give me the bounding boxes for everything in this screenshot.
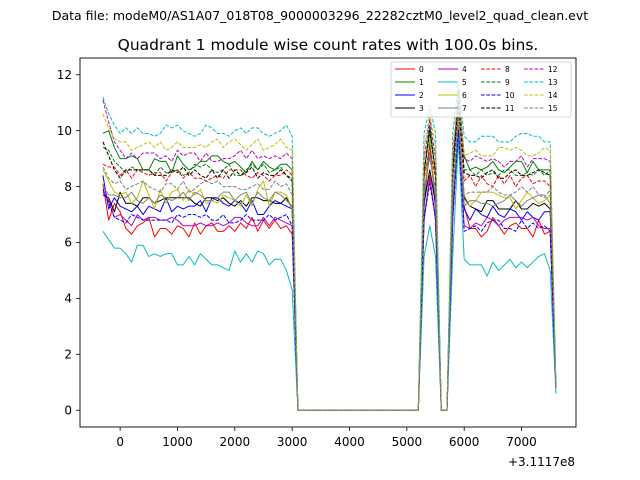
y-axis: 0 2 4 6 8 10 12 xyxy=(57,68,80,417)
x-tick-label: 7000 xyxy=(506,435,537,449)
x-tick-label: 5000 xyxy=(392,435,423,449)
x-tick-label: 4000 xyxy=(334,435,365,449)
y-tick-label: 12 xyxy=(57,68,72,82)
figure-suptitle: Data file: modeM0/AS1A07_018T08_90000032… xyxy=(52,8,588,23)
y-tick-label: 0 xyxy=(64,403,72,417)
y-tick-label: 2 xyxy=(64,348,72,362)
legend-label-7: 7 xyxy=(462,104,467,113)
series-line-15 xyxy=(102,113,557,411)
legend-label-9: 9 xyxy=(505,78,510,87)
x-offset-label: +3.1117e8 xyxy=(508,455,575,469)
legend-label-12: 12 xyxy=(548,65,558,74)
legend-label-14: 14 xyxy=(548,91,558,100)
legend-label-1: 1 xyxy=(419,78,424,87)
x-tick-label: 6000 xyxy=(449,435,480,449)
legend-label-3: 3 xyxy=(419,104,424,113)
series-line-12 xyxy=(102,93,557,411)
y-tick-label: 4 xyxy=(64,292,72,306)
y-tick-label: 6 xyxy=(64,236,72,250)
y-tick-label: 8 xyxy=(64,180,72,194)
series-line-10 xyxy=(102,130,557,411)
plot-area xyxy=(79,57,577,428)
legend-frame xyxy=(390,61,572,118)
legend-label-15: 15 xyxy=(548,104,558,113)
legend-label-4: 4 xyxy=(462,65,467,74)
x-tick-label: 2000 xyxy=(220,435,251,449)
x-axis: 0 1000 2000 3000 4000 5000 6000 7000 xyxy=(116,427,537,449)
series-group xyxy=(102,82,557,411)
legend-label-13: 13 xyxy=(548,78,558,87)
legend-label-5: 5 xyxy=(462,78,467,87)
legend-label-11: 11 xyxy=(505,104,515,113)
x-tick-label: 1000 xyxy=(162,435,193,449)
legend-label-2: 2 xyxy=(419,91,424,100)
legend-label-10: 10 xyxy=(505,91,515,100)
legend-label-8: 8 xyxy=(505,65,510,74)
legend-label-0: 0 xyxy=(419,65,424,74)
y-tick-label: 10 xyxy=(57,124,72,138)
legend-label-6: 6 xyxy=(462,91,467,100)
axes-title: Quadrant 1 module wise count rates with … xyxy=(118,36,539,54)
x-tick-label: 0 xyxy=(116,435,124,449)
x-tick-label: 3000 xyxy=(277,435,308,449)
